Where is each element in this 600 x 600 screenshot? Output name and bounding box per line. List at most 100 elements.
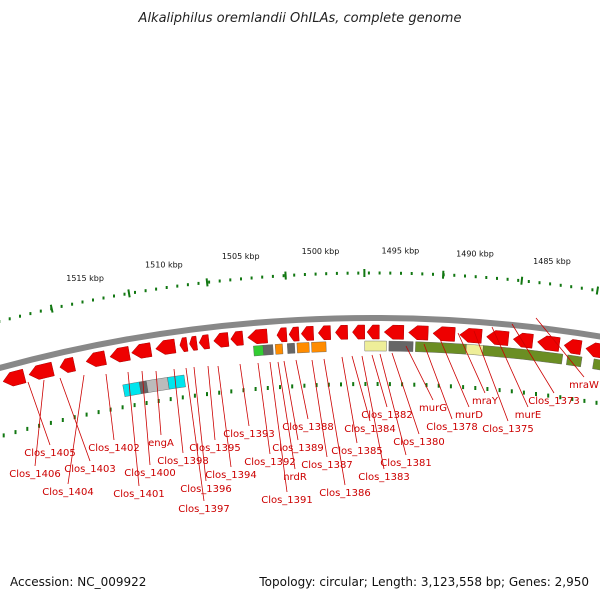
gene-arrow — [383, 324, 405, 340]
feature-block — [286, 342, 296, 354]
leader-line — [311, 359, 328, 458]
gene-arrow — [198, 334, 210, 350]
lower-tick — [254, 387, 257, 391]
gene-arrow — [109, 346, 131, 363]
leader-line — [341, 356, 358, 444]
leader-line — [371, 354, 388, 408]
gene-label: Clos_1406 — [9, 469, 61, 480]
feature-block — [364, 340, 387, 352]
scale-dot — [81, 300, 84, 304]
lower-tick — [133, 403, 136, 408]
scale-dot — [410, 272, 413, 275]
gene-label: Clos_1395 — [189, 443, 241, 454]
gene-label: Clos_1391 — [261, 495, 313, 506]
leader-line — [439, 338, 470, 408]
gene-arrow — [537, 335, 561, 352]
scale-label: 1500 kbp — [302, 247, 340, 256]
lower-tick — [547, 393, 550, 398]
lower-tick — [193, 393, 196, 398]
leader-line — [141, 370, 151, 466]
lower-tick — [559, 395, 562, 400]
scale-track: 1515 kbp 1510 kbp 1505 kbp 1500 kbp 1495 kbp… — [0, 246, 600, 323]
gene-label: Clos_1404 — [42, 487, 94, 498]
scale-label: 1485 kbp — [533, 257, 571, 266]
lower-tick — [352, 382, 355, 387]
gene-label: mraW — [569, 380, 599, 391]
lower-tick — [474, 386, 477, 390]
scale-dot — [570, 285, 573, 289]
scale-label: 1495 kbp — [382, 246, 420, 255]
lower-tick — [181, 395, 184, 400]
gene-arrow — [213, 332, 230, 348]
lower-tick — [327, 382, 330, 387]
backbone-arc — [0, 315, 600, 372]
feature-block — [122, 381, 142, 397]
scale-dot — [113, 294, 115, 298]
scale-dot — [357, 271, 360, 275]
gene-arrow — [155, 338, 177, 355]
leader-line — [295, 359, 309, 420]
scale-dot — [39, 309, 42, 313]
lower-tick — [388, 382, 391, 387]
gene-label-group: Clos_1405 Clos_1406 Clos_1403 Clos_1404 Clos… — [9, 380, 599, 515]
gene-arrow — [512, 332, 534, 349]
scale-dot — [8, 317, 11, 321]
scale-dot — [314, 272, 317, 276]
leader-line — [173, 368, 184, 454]
leader-line — [491, 326, 529, 408]
leader-line — [193, 366, 207, 482]
lower-tick — [510, 389, 513, 394]
scale-label: 1510 kbp — [145, 261, 183, 270]
scale-dot — [432, 272, 434, 276]
genome-summary-text: Topology: circular; Length: 3,123,558 bp… — [258, 575, 589, 589]
lower-tick — [437, 383, 440, 388]
gene-label: mraY — [472, 396, 499, 407]
lower-tick — [14, 430, 17, 435]
scale-dot — [229, 278, 232, 282]
gene-arrow — [230, 330, 244, 346]
gene-arrow — [28, 361, 55, 380]
leader-line — [283, 360, 299, 441]
scale-major-tick — [205, 278, 209, 287]
scale-dot — [453, 273, 456, 277]
gene-arrow — [247, 328, 268, 345]
scale-dot — [282, 274, 285, 278]
lower-tick — [535, 392, 537, 396]
feature-block — [274, 343, 284, 355]
feature-block — [311, 341, 327, 353]
feature-block — [262, 344, 274, 356]
scale-dot — [527, 280, 530, 283]
lower-tick — [145, 401, 148, 405]
leader-line — [239, 363, 250, 427]
lower-tick — [279, 385, 281, 390]
scale-dot — [496, 276, 498, 280]
lower-tick — [583, 398, 586, 403]
scale-dot — [389, 271, 392, 275]
scale-dot — [240, 277, 242, 281]
leader-line — [511, 323, 555, 394]
scale-dot — [293, 273, 296, 277]
scale-major-tick — [49, 304, 54, 313]
scale-dot — [155, 287, 158, 291]
leader-line — [257, 362, 271, 455]
gene-arrow — [585, 342, 600, 359]
scale-dot — [378, 271, 381, 275]
scale-major-tick — [127, 289, 131, 298]
gene-label: Clos_1380 — [393, 437, 445, 448]
lower-tick — [413, 382, 416, 387]
lower-tick — [73, 415, 76, 420]
scale-label: 1515 kbp — [66, 274, 104, 283]
lower-tick — [486, 387, 489, 391]
scale-major-tick — [520, 276, 524, 285]
gene-arrow — [486, 330, 510, 346]
leader-line — [535, 317, 585, 378]
gene-label: Clos_1387 — [301, 460, 353, 471]
lower-tick — [449, 384, 452, 389]
lower-tick — [315, 383, 318, 388]
leader-line — [34, 379, 45, 467]
scale-dot — [176, 284, 179, 288]
gene-label: Clos_1392 — [244, 457, 296, 468]
scale-dot — [549, 282, 552, 286]
gene-label: Clos_1400 — [124, 468, 176, 479]
